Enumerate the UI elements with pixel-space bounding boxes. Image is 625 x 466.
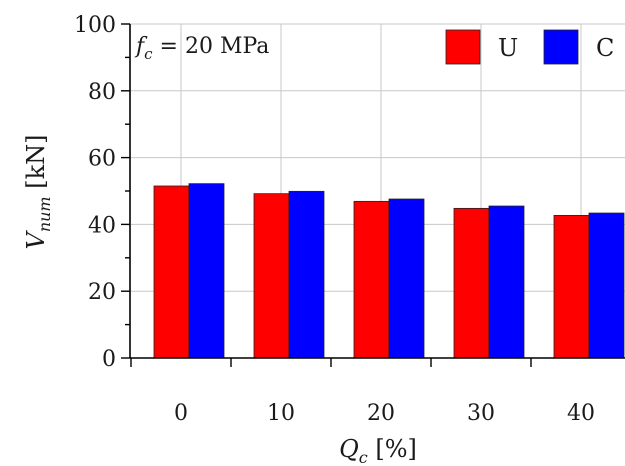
x-axis-title-unit: [%] (368, 435, 417, 463)
y-axis-title-sub: num (35, 196, 54, 232)
annotation: fc = 20 MPa (134, 34, 269, 63)
y-tick-label: 40 (88, 213, 116, 238)
y-tick-label: 0 (102, 347, 116, 372)
annotation-text: = 20 MPa (153, 34, 270, 59)
legend-swatch-U (445, 29, 481, 65)
x-tick-label: 0 (174, 401, 188, 426)
bar-C-0 (188, 183, 225, 359)
bar-U-0 (153, 185, 190, 359)
y-tick-label: 100 (74, 13, 116, 38)
bar-U-40 (553, 214, 590, 359)
axes (121, 23, 625, 367)
bar-U-20 (353, 200, 390, 359)
x-tick-label: 40 (567, 401, 595, 426)
x-tick-label: 30 (467, 401, 495, 426)
x-tick-label: 20 (367, 401, 395, 426)
legend-swatch-C (543, 29, 579, 65)
bar-C-20 (388, 198, 425, 359)
y-tick-labels: 0 20 40 60 80 100 (74, 13, 116, 372)
legend-label-U: U (498, 34, 518, 62)
bar-C-30 (488, 205, 525, 359)
bar-U-30 (453, 207, 490, 359)
bar-U-10 (253, 193, 290, 359)
x-tick-labels: 0 10 20 30 40 (174, 401, 595, 426)
y-tick-label: 80 (88, 80, 116, 105)
bar-C-10 (288, 190, 325, 359)
y-axis-title: Vnum [kN] (22, 134, 54, 249)
y-tick-label: 60 (88, 147, 116, 172)
x-axis-title-sub: c (359, 448, 368, 466)
y-axis-title-unit: [kN] (22, 134, 50, 196)
y-axis-title-main: V (22, 230, 50, 250)
x-axis-title: Qc [%] (339, 435, 417, 466)
x-tick-label: 10 (267, 401, 295, 426)
x-axis-title-main: Q (339, 435, 359, 463)
bars (153, 183, 625, 359)
annotation-sub: c (144, 45, 153, 63)
bar-C-40 (588, 212, 625, 359)
legend-label-C: C (596, 34, 614, 62)
y-tick-label: 20 (88, 280, 116, 305)
